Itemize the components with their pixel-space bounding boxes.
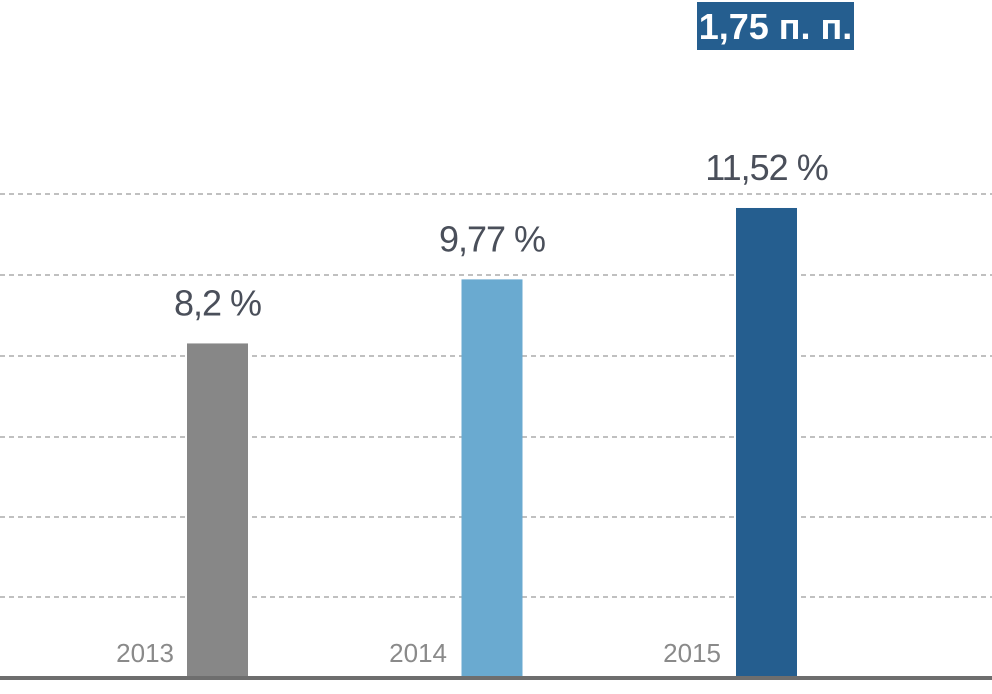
x-tick-label-2013: 2013 [116,638,174,668]
value-label-2013: 8,2 % [174,282,261,323]
x-tick-label-2014: 2014 [389,638,447,668]
value-label-2014: 9,77 % [439,218,545,259]
bar-2014 [462,279,523,678]
difference-badge: 1,75 п. п. [697,2,854,50]
difference-badge-text: 1,75 п. п. [699,6,853,47]
bar-2015 [736,208,797,678]
x-tick-label-2015: 2015 [663,638,721,668]
value-label-2015: 11,52 % [705,147,827,188]
bar-2013 [187,343,248,678]
bars [187,208,797,678]
